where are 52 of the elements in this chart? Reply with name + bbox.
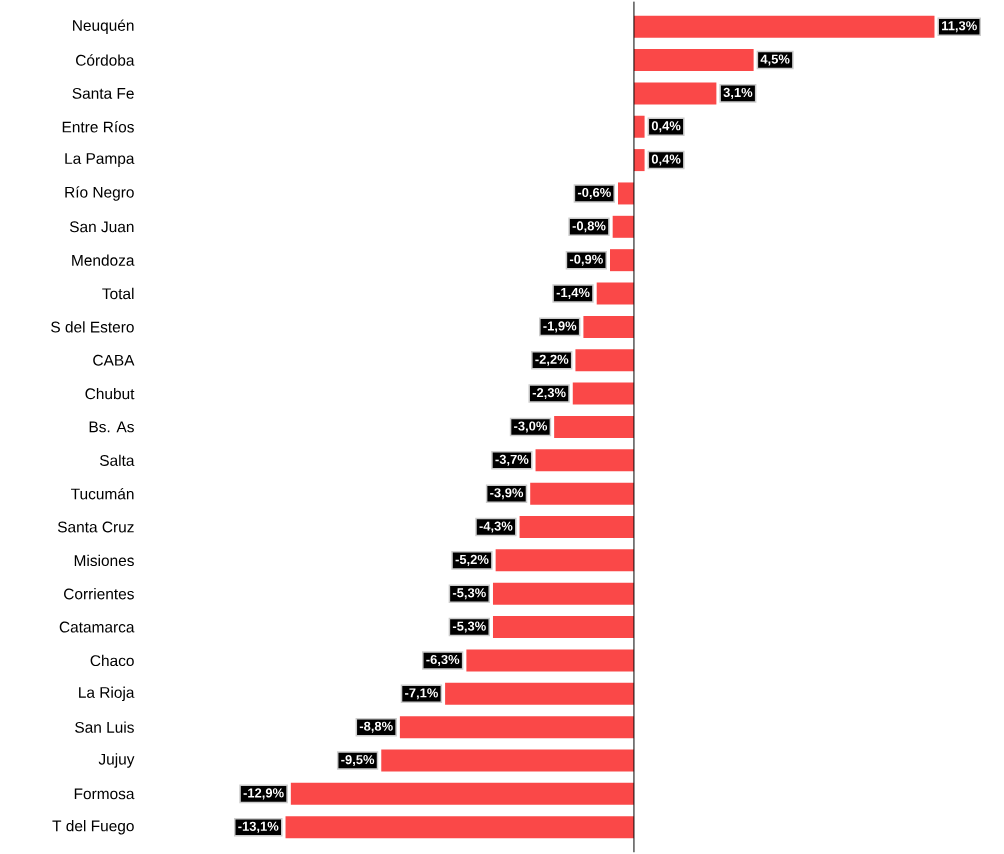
- data-label: -0,9%: [569, 254, 603, 266]
- y-tick-label: San Luis: [75, 721, 134, 733]
- data-label: 3,1%: [723, 87, 753, 99]
- data-label: 11,3%: [942, 21, 977, 33]
- y-tick-label: La Rioja: [79, 686, 135, 702]
- bar: [610, 249, 634, 272]
- data-label: -2,3%: [532, 388, 566, 400]
- y-tick-label: San Juan: [69, 221, 134, 233]
- y-tick-label: Neuquén: [73, 19, 134, 34]
- data-label: -12,9%: [243, 788, 284, 800]
- data-label: -1,4%: [556, 288, 590, 300]
- data-label: -2,2%: [535, 354, 569, 366]
- data-label: -13,1%: [238, 821, 279, 833]
- data-label: -0,6%: [577, 187, 611, 200]
- data-label: -6,3%: [426, 654, 460, 667]
- y-tick-label: Mendoza: [72, 254, 135, 266]
- y-tick-label: Chaco: [90, 654, 134, 667]
- y-tick-label: T del Fuego: [52, 820, 134, 835]
- y-tick-label: La Pampa: [65, 153, 135, 168]
- y-tick-label: S del Estero: [51, 321, 134, 333]
- data-label: 0,4%: [651, 154, 681, 166]
- y-tick-label: Córdoba: [76, 54, 135, 66]
- data-label: -3,9%: [490, 488, 524, 500]
- y-tick-label: Misiones: [74, 554, 134, 567]
- y-tick-label: Santa Cruz: [57, 521, 134, 533]
- y-tick-label: Jujuy: [98, 753, 135, 768]
- y-tick-label: Catamarca: [59, 621, 135, 633]
- data-label: -5,3%: [452, 621, 486, 633]
- y-tick-label: Entre Ríos: [62, 121, 134, 133]
- data-label: -9,5%: [341, 755, 375, 767]
- data-label: -5,2%: [455, 554, 489, 566]
- y-tick-label: Salta: [99, 454, 135, 467]
- y-tick-label: Tucumán: [71, 487, 134, 500]
- data-label: -8,8%: [359, 721, 393, 733]
- data-label: -4,3%: [479, 521, 513, 533]
- y-tick-label: Santa Fe: [72, 87, 134, 99]
- bar: [445, 682, 634, 705]
- data-label: -5,3%: [452, 588, 486, 600]
- y-tick-label: Total: [102, 287, 134, 300]
- data-label: -7,1%: [405, 688, 438, 700]
- y-tick-label: Bs. As: [89, 421, 134, 433]
- y-tick-label: Formosa: [74, 788, 135, 800]
- y-tick-label: Río Negro: [65, 186, 134, 201]
- data-label: -3,0%: [514, 421, 548, 433]
- data-label: -0,8%: [572, 221, 606, 233]
- y-tick-label: Corrientes: [64, 588, 134, 600]
- data-label: -1,9%: [543, 321, 577, 333]
- y-tick-label: CABA: [93, 354, 135, 366]
- data-label: 0,4%: [651, 121, 681, 133]
- y-tick-label: Chubut: [85, 387, 135, 400]
- data-label: -3,7%: [495, 454, 529, 466]
- data-label: 4,5%: [760, 54, 790, 66]
